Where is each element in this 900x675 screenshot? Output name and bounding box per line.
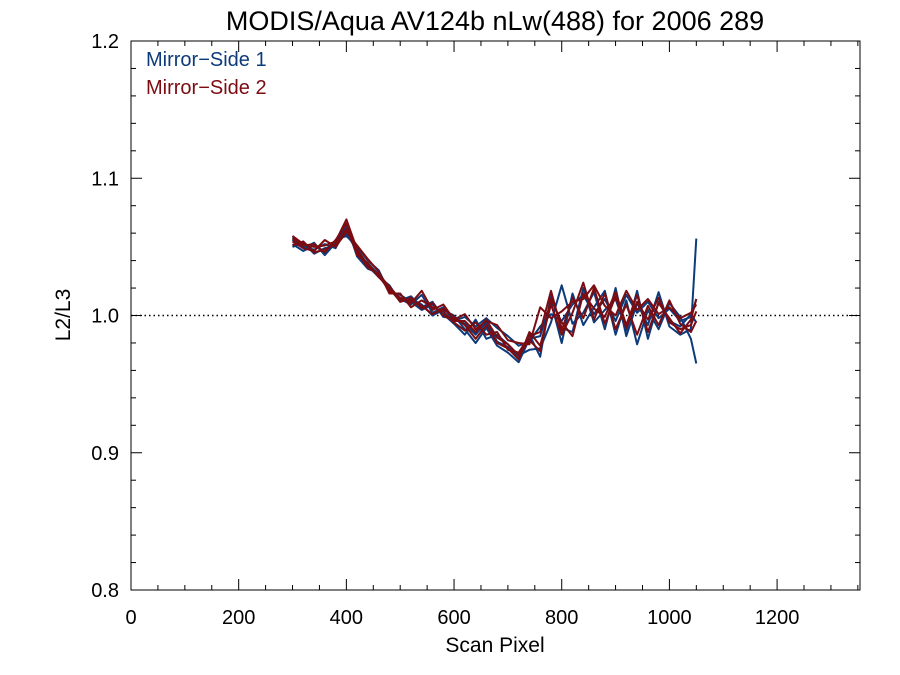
x-tick-label: 1200 <box>755 607 800 629</box>
x-tick-label: 1000 <box>647 607 692 629</box>
plot-area: 0 200 400 600 800 1000 1200 0.8 0.9 1.0 1.1 1.2 <box>91 31 860 629</box>
x-tick-label: 200 <box>222 607 255 629</box>
y-tick-label: 1.1 <box>91 168 119 190</box>
chart-title: MODIS/Aqua AV124b nLw(488) for 2006 289 <box>226 6 764 36</box>
y-axis-label: L2/L3 <box>52 289 75 342</box>
plot-frame <box>130 40 861 591</box>
x-axis-label: Scan Pixel <box>445 634 544 657</box>
legend-entry-mirror-side-1: Mirror−Side 1 <box>146 49 267 71</box>
y-tick-label: 1.0 <box>91 306 119 328</box>
series-2-line-2 <box>291 230 698 354</box>
y-tick-label: 0.9 <box>91 443 119 465</box>
x-tick-label: 400 <box>330 607 363 629</box>
x-tick-label: 0 <box>125 607 136 629</box>
legend-entry-mirror-side-2: Mirror−Side 2 <box>146 77 267 99</box>
series-2-line-4 <box>291 222 698 357</box>
y-tick-label: 0.8 <box>91 580 119 602</box>
y-tick-label: 1.2 <box>91 31 119 53</box>
x-tick-label: 800 <box>545 607 578 629</box>
x-tick-label: 600 <box>437 607 470 629</box>
